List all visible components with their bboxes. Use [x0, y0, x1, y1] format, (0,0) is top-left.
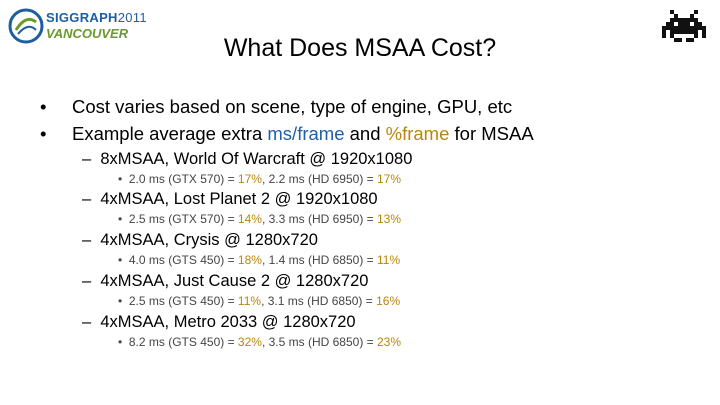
item-detail: • 8.2 ms (GTS 450) = 32%, 3.5 ms (HD 685…	[118, 335, 402, 349]
siggraph-logo: SIGGRAPH2011 VANCOUVER	[8, 6, 147, 50]
percent-frame-highlight: %frame	[385, 123, 450, 144]
logo-city: VANCOUVER	[46, 26, 129, 41]
bullet-text: Example average extra ms/frame and %fram…	[72, 123, 534, 144]
item-heading: – 8xMSAA, World Of Warcraft @ 1920x1080	[82, 150, 413, 168]
item-detail: • 2.0 ms (GTX 570) = 17%, 2.2 ms (HD 695…	[118, 172, 402, 186]
slide-title: What Does MSAA Cost?	[223, 34, 497, 62]
space-invader-icon	[662, 10, 706, 42]
item-heading: – 4xMSAA, Lost Planet 2 @ 1920x1080	[82, 190, 378, 208]
item-detail: • 2.5 ms (GTS 450) = 11%, 3.1 ms (HD 685…	[118, 294, 401, 308]
bullet-text: Cost varies based on scene, type of engi…	[72, 96, 513, 117]
item-detail: • 4.0 ms (GTS 450) = 18%, 1.4 ms (HD 685…	[118, 253, 401, 267]
item-heading: – 4xMSAA, Crysis @ 1280x720	[82, 231, 318, 249]
siggraph-swirl-icon	[8, 8, 44, 44]
bullet-marker: •	[40, 123, 47, 144]
item-detail: • 2.5 ms (GTX 570) = 14%, 3.3 ms (HD 695…	[118, 212, 402, 226]
logo-brand: SIGGRAPH2011	[46, 10, 147, 25]
item-heading: – 4xMSAA, Just Cause 2 @ 1280x720	[82, 272, 369, 290]
ms-frame-highlight: ms/frame	[267, 123, 345, 144]
item-heading: – 4xMSAA, Metro 2033 @ 1280x720	[82, 313, 356, 331]
bullet-marker: •	[40, 96, 47, 117]
